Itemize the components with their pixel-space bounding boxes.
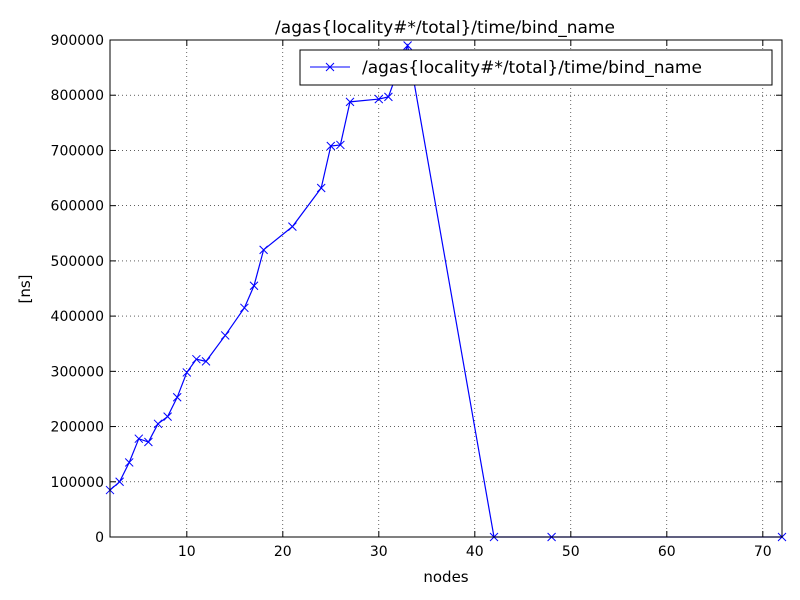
data-point-marker: [144, 437, 153, 447]
y-tick-label: 300000: [51, 364, 104, 380]
marker-stroke: [220, 331, 230, 340]
y-axis-label: [ns]: [16, 274, 34, 303]
data-point-marker: [201, 357, 211, 366]
chart-title: /agas{locality#*/total}/time/bind_name: [275, 18, 615, 38]
marker-stroke: [124, 458, 134, 467]
data-point-marker: [134, 434, 144, 444]
legend: /agas{locality#*/total}/time/bind_name: [299, 49, 773, 86]
y-tick-label: 400000: [51, 309, 104, 325]
data-point-marker: [115, 477, 124, 487]
data-point-marker: [384, 92, 393, 102]
data-point-marker: [249, 281, 259, 291]
y-tick-label: 500000: [51, 254, 104, 270]
data-point-marker: [172, 392, 182, 402]
marker-stroke: [153, 419, 163, 429]
data-point-marker: [124, 458, 134, 467]
marker-stroke: [249, 281, 259, 291]
y-tick-label: 0: [95, 530, 104, 546]
marker-stroke: [316, 183, 326, 193]
data-point-marker: [153, 419, 163, 429]
legend-box: [299, 49, 773, 86]
data-point-marker: [192, 354, 201, 364]
data-point-marker: [345, 97, 355, 107]
marker-stroke: [201, 357, 211, 366]
x-axis-label: nodes: [423, 568, 468, 586]
y-tick-label: 700000: [51, 143, 104, 159]
y-tick-label: 100000: [51, 475, 104, 491]
ticks: 10 20 30 40 50 60 70 0 100000 200000 300000 400000 5…: [51, 33, 782, 560]
marker-stroke: [240, 303, 249, 313]
legend-marker-sample: [325, 62, 335, 72]
marker-stroke: [384, 92, 393, 102]
grid: [110, 39, 782, 538]
marker-stroke: [172, 392, 182, 402]
y-tick-label: 800000: [51, 88, 104, 104]
data-point-marker: [336, 140, 345, 150]
marker-stroke: [403, 41, 412, 50]
marker-stroke: [288, 222, 297, 232]
y-tick-label: 200000: [51, 420, 104, 436]
x-tick-label: 10: [178, 544, 196, 560]
data-point-marker: [326, 141, 336, 151]
data-point-marker: [259, 245, 268, 255]
plot-area-frame: [109, 39, 783, 538]
marker-stroke: [336, 140, 345, 150]
marker-stroke: [134, 434, 144, 444]
marker-stroke: [163, 412, 172, 421]
x-tick-label: 70: [754, 544, 772, 560]
marker-stroke: [374, 94, 384, 104]
data-point-marker: [374, 94, 384, 104]
x-tick-label: 60: [658, 544, 676, 560]
marker-stroke: [115, 477, 124, 487]
data-point-marker: [288, 222, 297, 232]
marker-stroke: [192, 354, 201, 364]
marker-stroke: [345, 97, 355, 107]
data-point-marker: [316, 183, 326, 193]
data-point-marker: [240, 303, 249, 313]
marker-stroke: [182, 368, 192, 377]
data-point-marker: [163, 412, 172, 421]
marker-stroke: [326, 141, 336, 151]
y-tick-label: 600000: [51, 199, 104, 215]
legend-entry-label: /agas{locality#*/total}/time/bind_name: [362, 58, 702, 78]
x-tick-label: 30: [370, 544, 388, 560]
data-point-marker: [220, 331, 230, 340]
data-point-marker: [403, 41, 412, 50]
x-tick-label: 50: [562, 544, 580, 560]
x-tick-label: 20: [274, 544, 292, 560]
marker-stroke: [144, 437, 153, 447]
x-tick-label: 40: [466, 544, 484, 560]
marker-stroke: [259, 245, 268, 255]
data-point-marker: [182, 368, 192, 377]
y-tick-label: 900000: [51, 33, 104, 49]
